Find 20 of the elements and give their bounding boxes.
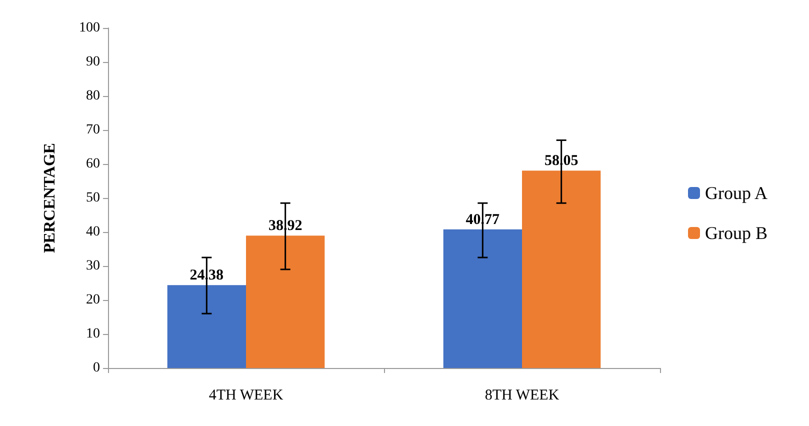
bar <box>522 170 601 368</box>
y-axis-title: PERCENTAGE <box>42 143 58 253</box>
legend-label: Group B <box>705 223 768 243</box>
y-tick-label: 30 <box>86 258 100 274</box>
y-tick-label: 0 <box>93 360 100 376</box>
y-tick-label: 10 <box>86 326 100 342</box>
bar <box>246 236 325 368</box>
y-tick-label: 60 <box>86 156 100 172</box>
x-tick-label: 4TH WEEK <box>208 388 284 404</box>
y-tick-label: 80 <box>86 88 100 104</box>
y-tick-label: 40 <box>86 224 100 240</box>
legend-label: Group A <box>705 183 768 203</box>
y-tick-label: 50 <box>86 190 100 206</box>
y-tick-label: 90 <box>86 54 100 70</box>
y-tick-label: 100 <box>79 20 100 36</box>
x-tick-label: 8TH WEEK <box>484 388 560 404</box>
bar <box>443 229 522 368</box>
y-tick-label: 70 <box>86 122 100 138</box>
bar <box>167 285 246 368</box>
y-tick-label: 20 <box>86 292 100 308</box>
